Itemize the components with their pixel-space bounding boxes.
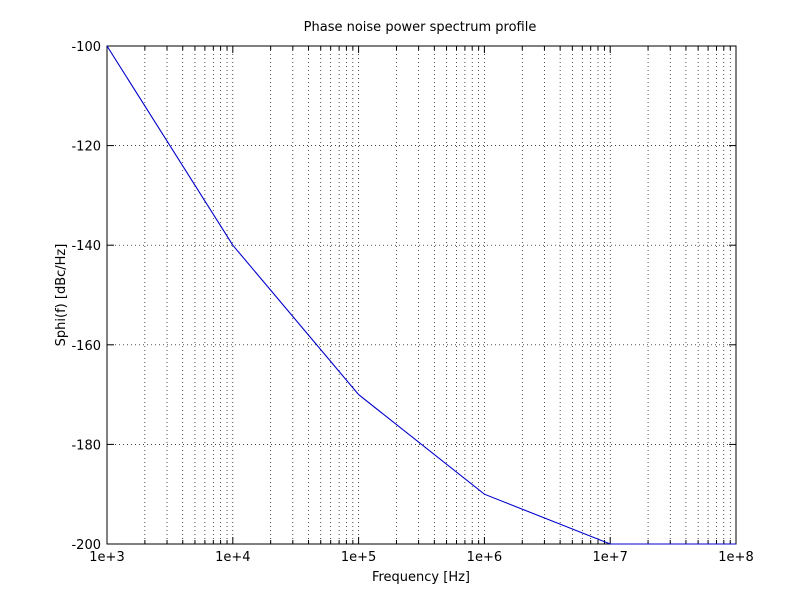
x-tick-labels: 1e+3 1e+4 1e+5 1e+6 1e+7 1e+8	[89, 550, 753, 565]
series-points	[106, 45, 737, 545]
grid-lines	[107, 46, 736, 544]
x-tick-label: 1e+6	[467, 550, 502, 565]
y-tick-label: -100	[71, 40, 101, 55]
series-line	[106, 45, 736, 545]
x-tick-label: 1e+3	[89, 550, 124, 565]
x-tick-label: 1e+4	[215, 550, 250, 565]
y-tick-label: -160	[71, 339, 101, 354]
y-axis-label: Sphi(f) [dBc/Hz]	[54, 244, 69, 347]
y-tick-label: -200	[71, 538, 101, 553]
x-axis-label: Frequency [Hz]	[372, 570, 470, 585]
y-tick-label: -140	[71, 239, 101, 254]
y-tick-label: -120	[71, 140, 101, 155]
y-tick-labels: -200 -180 -160 -140 -120 -100	[71, 40, 101, 553]
x-tick-label: 1e+7	[592, 550, 627, 565]
x-tick-label: 1e+8	[718, 550, 753, 565]
y-tick-label: -180	[71, 438, 101, 453]
x-tick-label: 1e+5	[341, 550, 376, 565]
axis-ticks	[106, 45, 737, 545]
chart-title: Phase noise power spectrum profile	[304, 20, 537, 35]
plot-area-frame	[106, 45, 737, 545]
